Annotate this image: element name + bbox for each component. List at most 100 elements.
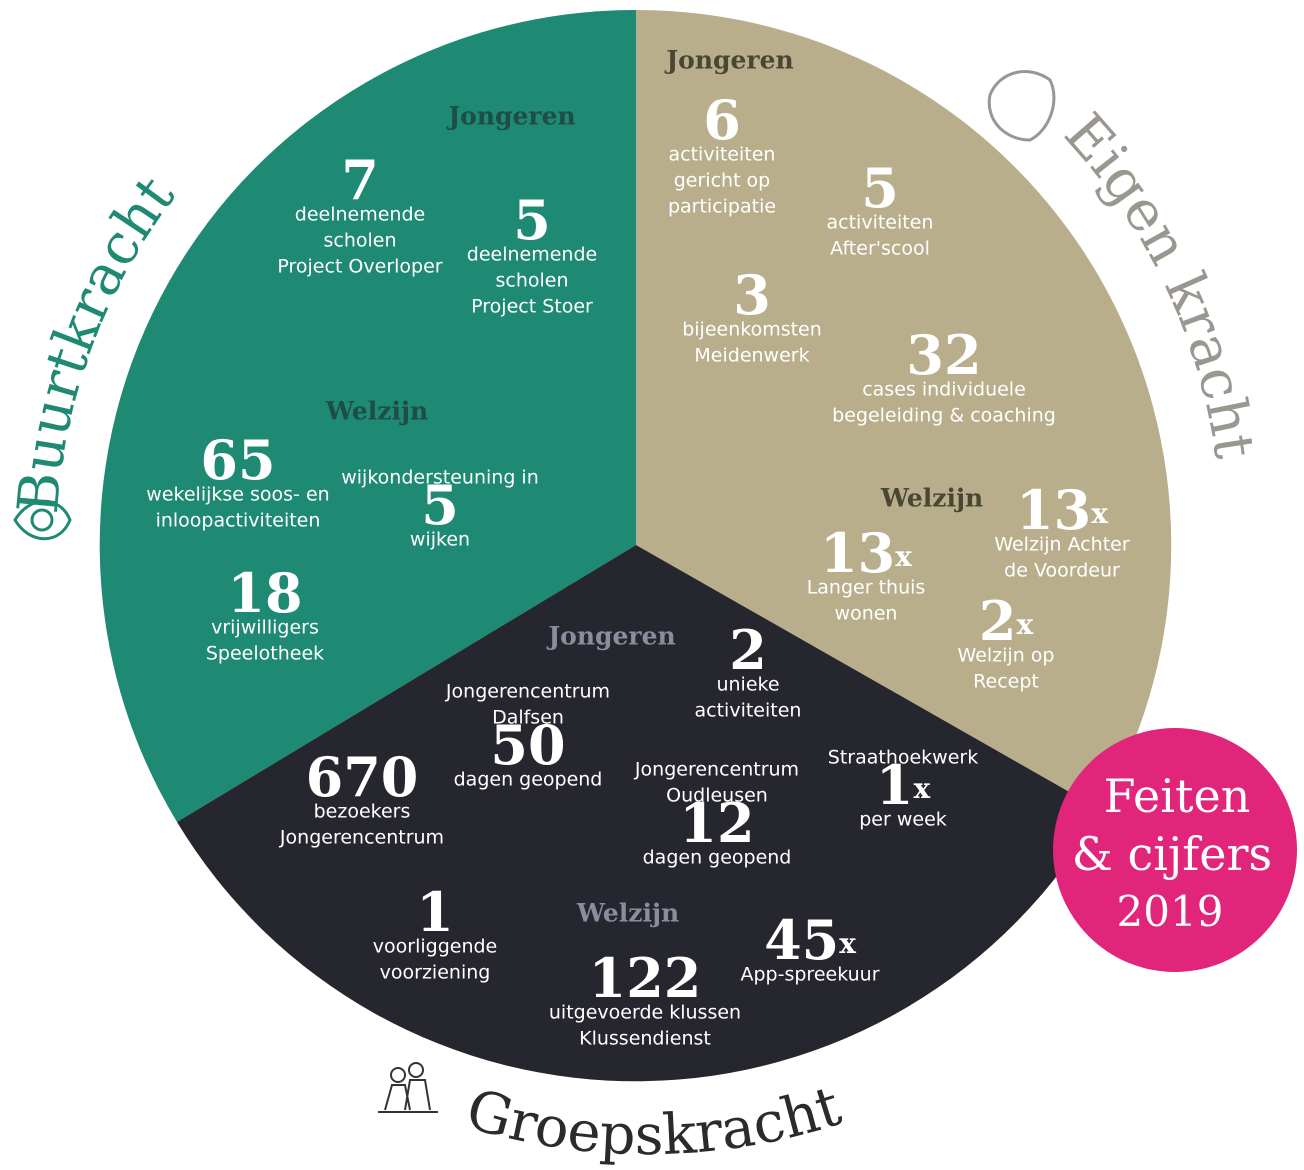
item-number-value: 32	[906, 323, 981, 387]
item-number: 13x	[1016, 478, 1108, 542]
item-number: 5	[861, 156, 899, 220]
item-label: wijken	[410, 529, 470, 551]
item-label: begeleiding & coaching	[832, 405, 1056, 427]
item-number-value: 45	[764, 908, 839, 972]
item-number-value: 3	[733, 263, 771, 327]
item-number-value: 122	[589, 946, 702, 1010]
group-title: Jongeren	[664, 46, 793, 75]
item-number: 3	[733, 263, 771, 327]
item-number: 45x	[764, 908, 856, 972]
item-label: per week	[859, 809, 947, 831]
sector-buurtkracht	[99, 9, 636, 823]
item-number-value: 13	[820, 521, 895, 585]
item-number: 50	[490, 713, 565, 777]
item-pre-label: Straathoekwerk	[828, 747, 978, 769]
badge-text: 2019	[1117, 887, 1224, 936]
item-pre-label: Oudleusen	[666, 785, 768, 807]
group-title: Jongeren	[546, 622, 675, 651]
item-label: Klussendienst	[579, 1028, 711, 1050]
item-label: activiteiten	[827, 212, 934, 234]
item-number-value: 2	[729, 618, 767, 682]
item-number-value: 5	[861, 156, 899, 220]
item-number-suffix: x	[895, 540, 912, 573]
item-number: 7	[341, 148, 379, 212]
item-number: 18	[227, 561, 302, 625]
item-number: 13x	[820, 521, 912, 585]
item-number: 2	[729, 618, 767, 682]
group-title: Welzijn	[576, 899, 679, 928]
section-label-text: Groepskracht	[460, 1073, 849, 1168]
item-label: Meidenwerk	[694, 345, 809, 367]
sector-eigen-kracht	[636, 9, 1172, 811]
item-number: 65	[200, 428, 275, 492]
pin-icon	[13, 499, 72, 541]
item-label: voorziening	[380, 962, 491, 984]
item-label: Project Stoer	[471, 296, 593, 318]
item-number: 670	[306, 745, 419, 809]
item-label: voorliggende	[373, 936, 497, 958]
item-number-value: 1	[416, 880, 454, 944]
item-number-suffix: x	[913, 772, 930, 805]
item-label: Welzijn Achter	[994, 534, 1130, 556]
item-label: deelnemende	[295, 204, 425, 226]
item-number: 1	[416, 880, 454, 944]
group-title: Welzijn	[880, 484, 983, 513]
badge	[1053, 728, 1297, 972]
badge-text: & cijfers	[1072, 827, 1272, 881]
item-number-value: 65	[200, 428, 275, 492]
item-label: deelnemende	[467, 244, 597, 266]
item-label: wekelijkse soos- en	[146, 484, 329, 506]
item-number: 5	[421, 473, 459, 537]
group-title: Jongeren	[446, 102, 575, 131]
item-label: participatie	[668, 196, 776, 218]
item-label: gericht op	[674, 170, 771, 192]
item-label: activiteiten	[669, 144, 776, 166]
item-label: cases individuele	[862, 379, 1026, 401]
people-icon	[378, 1062, 438, 1113]
item-label: inloopactiviteiten	[156, 510, 321, 532]
item-label: activiteiten	[695, 700, 802, 722]
hand-icon	[987, 70, 1056, 142]
item-label: Speelotheek	[206, 643, 324, 665]
item-label: bijeenkomsten	[682, 319, 822, 341]
item-pre-label: Jongerencentrum	[634, 759, 799, 781]
item-number-value: 12	[679, 791, 754, 855]
item-number-value: 7	[341, 148, 379, 212]
item-label: wonen	[835, 603, 898, 625]
item-pre-label: wijkondersteuning in	[341, 467, 539, 489]
item-number-value: 5	[421, 473, 459, 537]
group-title: Welzijn	[325, 397, 428, 426]
item-label: Project Overloper	[277, 256, 442, 278]
item-label: dagen geopend	[454, 769, 603, 791]
item-pre-label: Jongerencentrum	[445, 681, 610, 703]
item-number: 12	[679, 791, 754, 855]
item-label: unieke	[716, 674, 779, 696]
item-label: uitgevoerde klussen	[549, 1002, 741, 1024]
item-label: scholen	[495, 270, 568, 292]
item-number-value: 670	[306, 745, 419, 809]
item-label: After'scool	[830, 238, 930, 260]
item-number: 5	[513, 188, 551, 252]
item-number: 6	[703, 88, 741, 152]
item-number: 32	[906, 323, 981, 387]
item-label: bezoekers	[314, 801, 411, 823]
item-label: scholen	[323, 230, 396, 252]
item-number-suffix: x	[1091, 497, 1108, 530]
item-number-suffix: x	[839, 927, 856, 960]
section-label: Groepskracht	[460, 1073, 849, 1168]
item-label: de Voordeur	[1004, 560, 1120, 582]
item-number-value: 5	[513, 188, 551, 252]
item-label: Langer thuis	[807, 577, 926, 599]
badge-text: Feiten	[1104, 769, 1251, 823]
item-number-value: 2	[979, 589, 1017, 653]
item-number-value: 6	[703, 88, 741, 152]
item-label: Jongerencentrum	[279, 827, 444, 849]
item-label: vrijwilligers	[211, 617, 319, 639]
item-number: 122	[589, 946, 702, 1010]
item-pre-label: Dalfsen	[492, 707, 564, 729]
item-number-value: 1	[876, 753, 914, 817]
item-number: 2x	[979, 589, 1034, 653]
item-label: dagen geopend	[643, 847, 792, 869]
item-number-suffix: x	[1016, 608, 1033, 641]
sector-groepskracht	[177, 545, 1101, 1082]
